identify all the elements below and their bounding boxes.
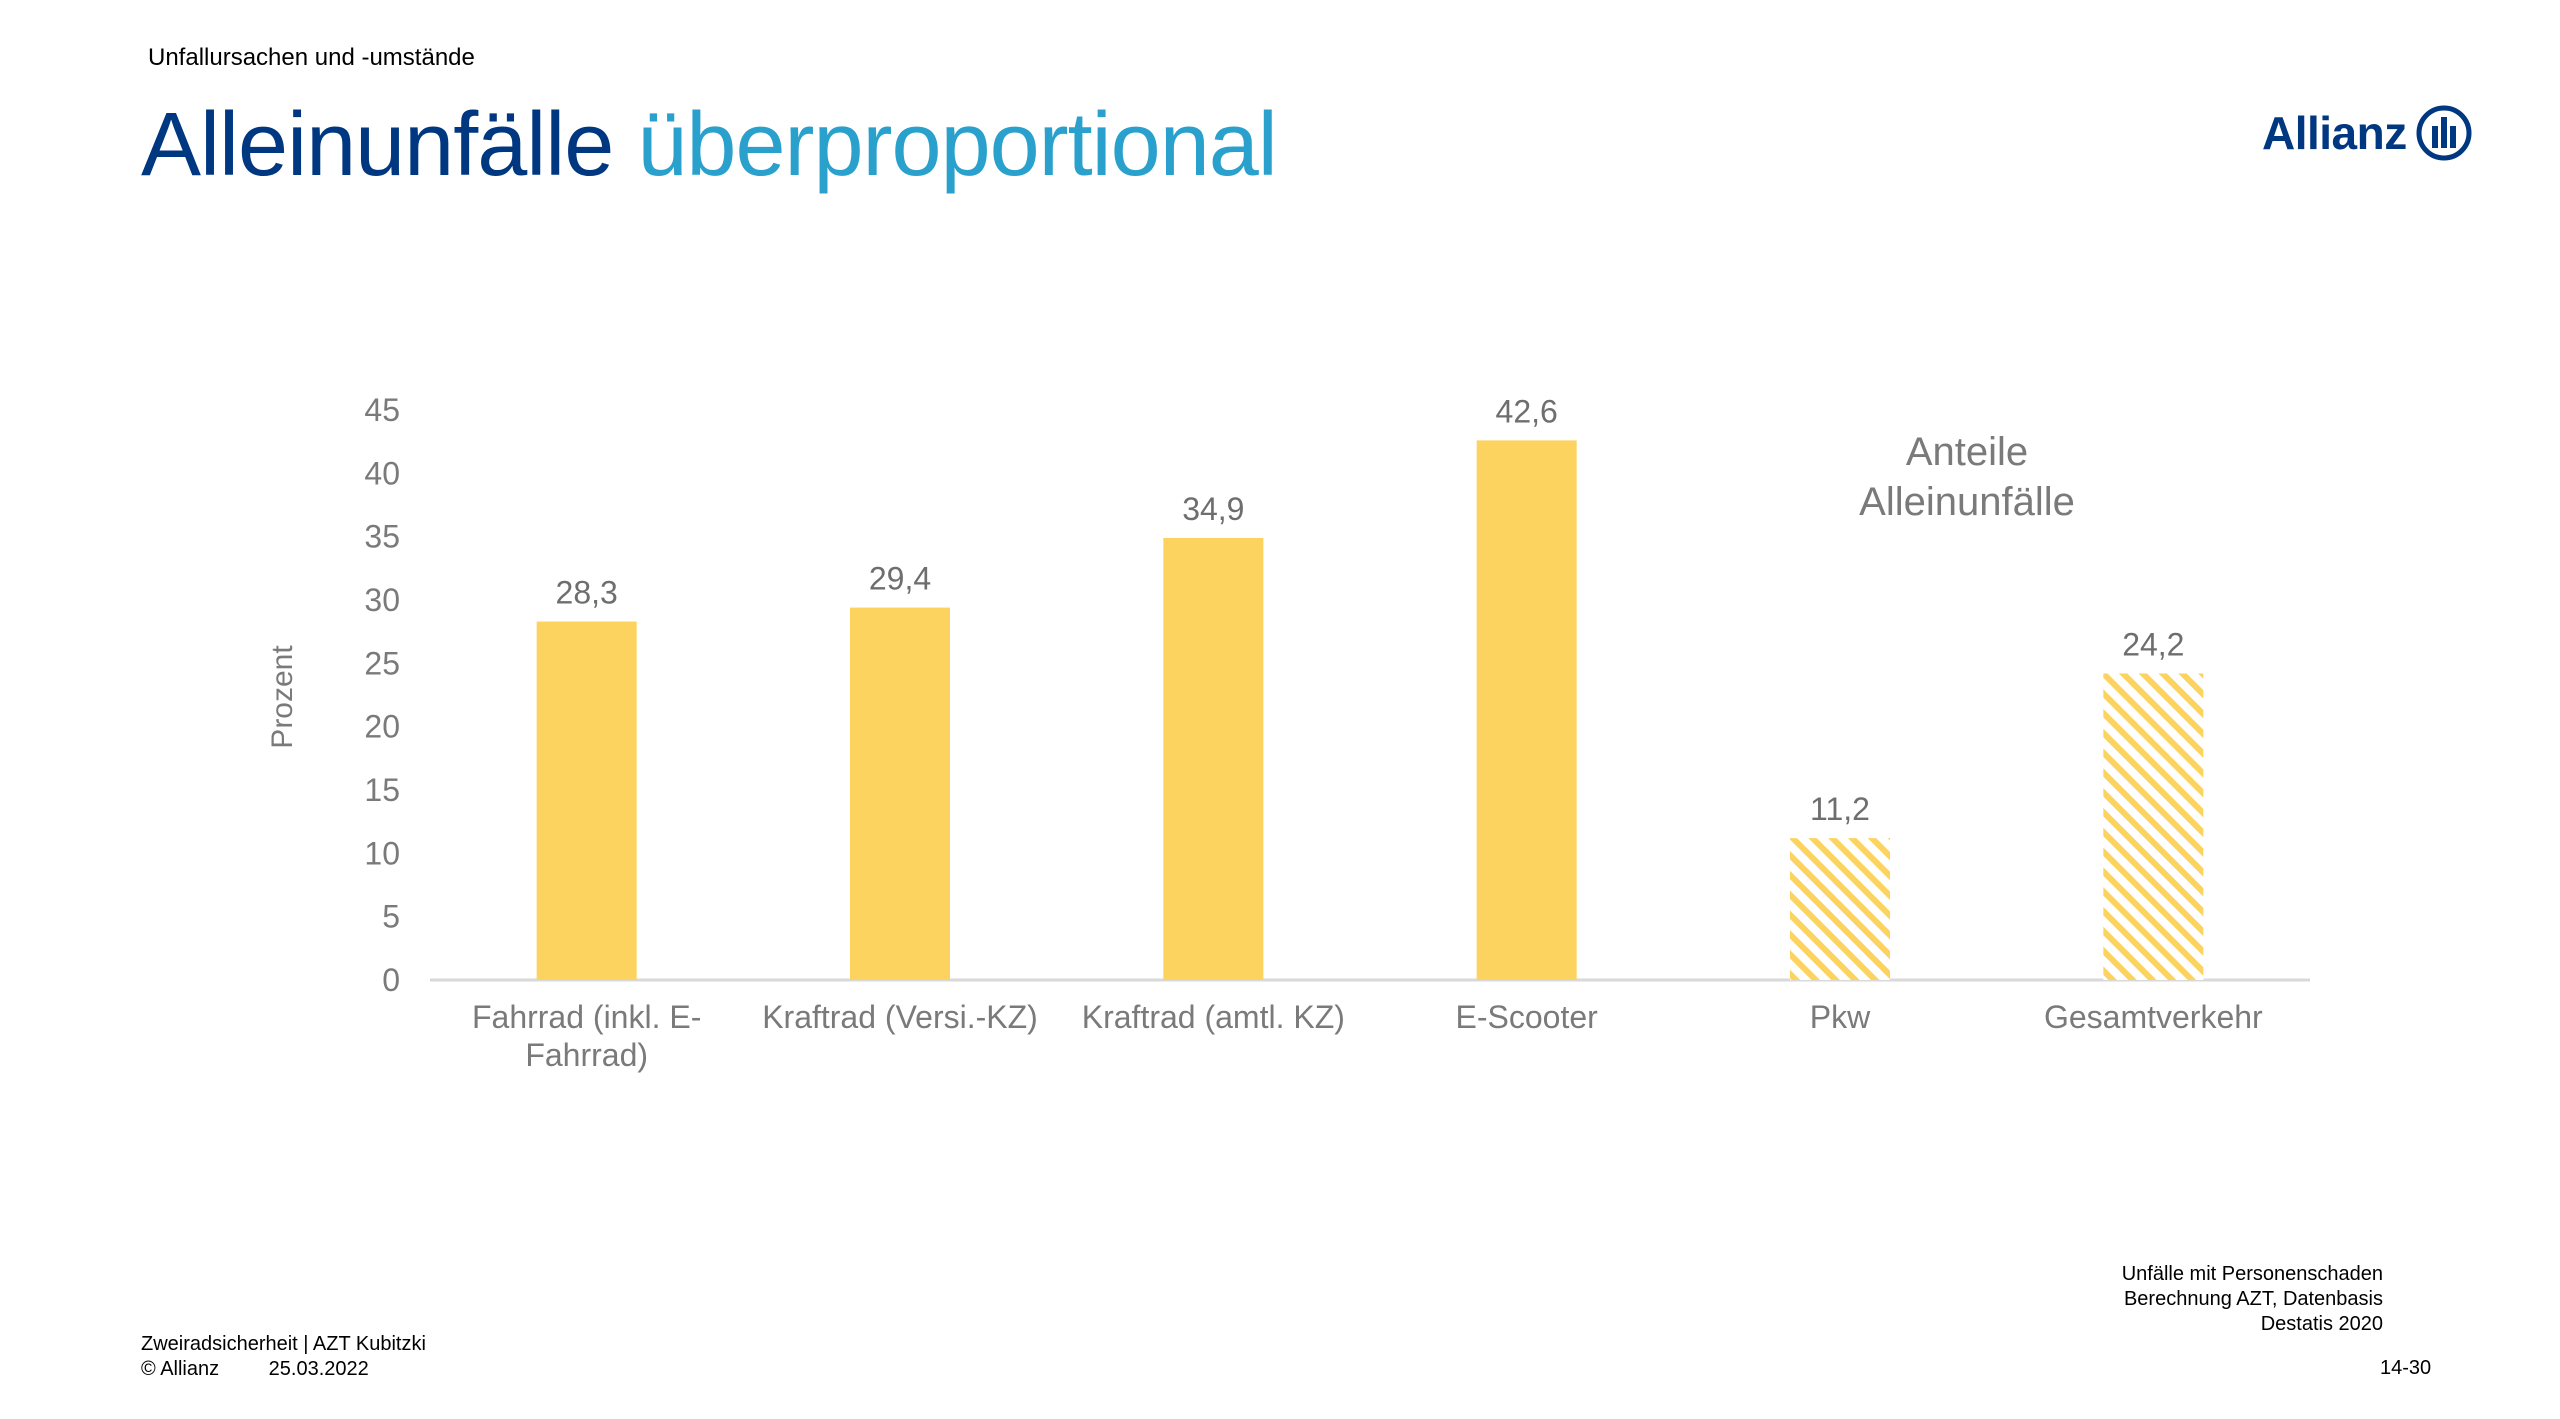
source-note: Unfälle mit Personenschaden Berechnung A… — [2122, 1262, 2383, 1337]
annotation-line: Alleinunfälle — [1859, 480, 2075, 524]
source-line-1: Unfälle mit Personenschaden — [2121, 1263, 2383, 1285]
allianz-eagle-icon — [2416, 105, 2472, 161]
bar — [536, 621, 637, 980]
bar — [1476, 440, 1577, 980]
y-tick-label: 0 — [382, 962, 400, 998]
section-kicker: Unfallursachen und -umstände — [148, 44, 475, 71]
data-label: 34,9 — [1182, 491, 1244, 527]
slide-title: Alleinunfälle überproportional — [141, 95, 1278, 195]
bars — [536, 440, 2204, 980]
y-tick-label: 45 — [364, 392, 400, 428]
annotation-line: Anteile — [1906, 430, 2028, 474]
bar — [850, 607, 950, 980]
data-label: 42,6 — [1496, 393, 1558, 429]
source-line-3: Destatis 2020 — [2260, 1313, 2383, 1335]
y-tick-label: 40 — [364, 455, 400, 491]
footer-title: Zweiradsicherheit | AZT Kubitzki — [141, 1333, 426, 1355]
source-line-2: Berechnung AZT, Datenbasis — [2123, 1288, 2383, 1310]
title-part-light: überproportional — [637, 95, 1277, 195]
chart-annotation: Anteile Alleinunfälle — [1859, 430, 2075, 524]
bar — [1163, 537, 1264, 980]
category-label: Fahrrad) — [525, 1037, 648, 1073]
bar-chart: 0 5 10 15 20 25 30 35 40 45 Prozent 28,3 29,4 34,9 4… — [266, 392, 2310, 1073]
y-tick-label: 30 — [364, 582, 400, 618]
y-tick-label: 10 — [364, 835, 400, 871]
category-label: Gesamtverkehr — [2044, 999, 2263, 1035]
category-label: E-Scooter — [1456, 999, 1599, 1035]
data-label: 11,2 — [1810, 791, 1870, 827]
data-labels: 28,3 29,4 34,9 42,6 11,2 24,2 — [556, 393, 2185, 827]
data-label: 29,4 — [869, 561, 931, 597]
title-part-dark: Alleinunfälle — [141, 95, 614, 195]
category-label: Kraftrad (Versi.-KZ) — [762, 999, 1038, 1035]
allianz-logo: Allianz — [2262, 104, 2473, 162]
page-number: 14-30 — [2380, 1357, 2432, 1379]
y-tick-label: 25 — [364, 645, 400, 681]
bar — [1790, 838, 1890, 980]
data-label: 24,2 — [2122, 626, 2184, 662]
y-tick-label: 5 — [382, 899, 400, 935]
footer-copyright: © Allianz — [141, 1358, 220, 1380]
data-label: 28,3 — [556, 575, 618, 611]
footer-date: 25.03.2022 — [268, 1358, 369, 1380]
y-axis: 0 5 10 15 20 25 30 35 40 45 — [364, 392, 400, 998]
category-labels: Fahrrad (inkl. E-Fahrrad) Kraftrad (Versi… — [472, 999, 2263, 1073]
logo-wordmark: Allianz — [2262, 107, 2407, 159]
category-label: Pkw — [1810, 999, 1871, 1035]
y-tick-label: 35 — [364, 519, 400, 555]
bar — [2103, 673, 2204, 980]
y-tick-label: 20 — [364, 709, 400, 745]
category-label: Fahrrad (inkl. E- — [472, 999, 701, 1035]
footer: Zweiradsicherheit | AZT Kubitzki © Allia… — [141, 1332, 426, 1382]
y-tick-label: 15 — [364, 772, 400, 808]
y-axis-label: Prozent — [266, 645, 299, 749]
category-label: Kraftrad (amtl. KZ) — [1082, 999, 1345, 1035]
